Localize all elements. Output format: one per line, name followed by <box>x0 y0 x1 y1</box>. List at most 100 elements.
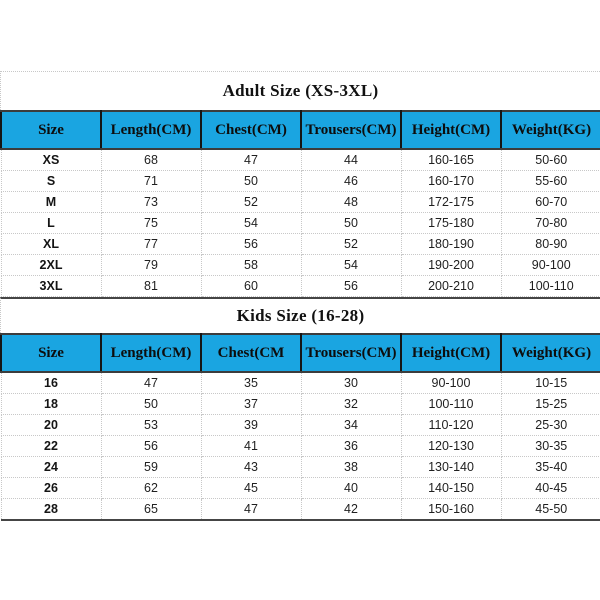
value-cell: 52 <box>201 191 302 213</box>
value-cell: 32 <box>301 393 402 415</box>
value-cell: 41 <box>201 435 302 457</box>
value-cell: 50-60 <box>501 149 600 171</box>
value-cell: 80-90 <box>501 233 600 255</box>
size-cell: 26 <box>0 477 102 499</box>
value-cell: 37 <box>201 393 302 415</box>
value-cell: 46 <box>301 170 402 192</box>
table-row: 20 53 39 34 110-120 25-30 <box>0 414 600 436</box>
column-header: Weight(KG) <box>501 333 600 373</box>
column-header: Length(CM) <box>101 110 202 150</box>
kids-section-title: Kids Size (16-28) <box>0 297 600 333</box>
table-row: 24 59 43 38 130-140 35-40 <box>0 456 600 478</box>
table-row: XL 77 56 52 180-190 80-90 <box>0 233 600 255</box>
column-header: Weight(KG) <box>501 110 600 150</box>
column-header: Chest(CM <box>201 333 302 373</box>
value-cell: 73 <box>101 191 202 213</box>
value-cell: 35-40 <box>501 456 600 478</box>
value-cell: 59 <box>101 456 202 478</box>
size-cell: 24 <box>0 456 102 478</box>
table-row: 3XL 81 60 56 200-210 100-110 <box>0 275 600 297</box>
value-cell: 30 <box>301 372 402 394</box>
value-cell: 38 <box>301 456 402 478</box>
value-cell: 160-170 <box>401 170 502 192</box>
table-row: 26 62 45 40 140-150 40-45 <box>0 477 600 499</box>
value-cell: 30-35 <box>501 435 600 457</box>
table-row: 16 47 35 30 90-100 10-15 <box>0 372 600 394</box>
value-cell: 65 <box>101 498 202 521</box>
table-row: 28 65 47 42 150-160 45-50 <box>0 498 600 521</box>
value-cell: 130-140 <box>401 456 502 478</box>
size-cell: 3XL <box>0 275 102 297</box>
value-cell: 71 <box>101 170 202 192</box>
value-cell: 40 <box>301 477 402 499</box>
column-header: Trousers(CM) <box>301 333 402 373</box>
size-cell: XL <box>0 233 102 255</box>
column-header: Chest(CM) <box>201 110 302 150</box>
header-row: Size Length(CM) Chest(CM) Trousers(CM) Heigh… <box>0 110 600 150</box>
value-cell: 100-110 <box>501 275 600 297</box>
size-cell: S <box>0 170 102 192</box>
value-cell: 47 <box>201 498 302 521</box>
table-row: 18 50 37 32 100-110 15-25 <box>0 393 600 415</box>
value-cell: 56 <box>201 233 302 255</box>
value-cell: 81 <box>101 275 202 297</box>
value-cell: 56 <box>101 435 202 457</box>
table-row: 2XL 79 58 54 190-200 90-100 <box>0 254 600 276</box>
value-cell: 70-80 <box>501 212 600 234</box>
value-cell: 100-110 <box>401 393 502 415</box>
value-cell: 43 <box>201 456 302 478</box>
value-cell: 90-100 <box>501 254 600 276</box>
table-row: M 73 52 48 172-175 60-70 <box>0 191 600 213</box>
value-cell: 47 <box>101 372 202 394</box>
value-cell: 53 <box>101 414 202 436</box>
size-cell: 20 <box>0 414 102 436</box>
value-cell: 77 <box>101 233 202 255</box>
value-cell: 150-160 <box>401 498 502 521</box>
size-cell: M <box>0 191 102 213</box>
column-header: Height(CM) <box>401 333 502 373</box>
value-cell: 45-50 <box>501 498 600 521</box>
value-cell: 140-150 <box>401 477 502 499</box>
value-cell: 10-15 <box>501 372 600 394</box>
table-row: L 75 54 50 175-180 70-80 <box>0 212 600 234</box>
value-cell: 75 <box>101 212 202 234</box>
value-cell: 172-175 <box>401 191 502 213</box>
size-cell: L <box>0 212 102 234</box>
size-cell: XS <box>0 149 102 171</box>
value-cell: 44 <box>301 149 402 171</box>
header-row: Size Length(CM) Chest(CM Trousers(CM) Height… <box>0 333 600 373</box>
value-cell: 47 <box>201 149 302 171</box>
size-cell: 16 <box>0 372 102 394</box>
kids-size-table: Size Length(CM) Chest(CM Trousers(CM) Height… <box>0 333 600 521</box>
adult-size-table: Size Length(CM) Chest(CM) Trousers(CM) Heigh… <box>0 110 600 297</box>
value-cell: 175-180 <box>401 212 502 234</box>
value-cell: 120-130 <box>401 435 502 457</box>
size-cell: 2XL <box>0 254 102 276</box>
value-cell: 34 <box>301 414 402 436</box>
value-cell: 42 <box>301 498 402 521</box>
value-cell: 62 <box>101 477 202 499</box>
value-cell: 190-200 <box>401 254 502 276</box>
value-cell: 56 <box>301 275 402 297</box>
column-header: Size <box>0 333 102 373</box>
value-cell: 79 <box>101 254 202 276</box>
value-cell: 39 <box>201 414 302 436</box>
value-cell: 55-60 <box>501 170 600 192</box>
value-cell: 110-120 <box>401 414 502 436</box>
value-cell: 40-45 <box>501 477 600 499</box>
size-chart: Adult Size (XS-3XL) Size Length(CM) Chest(… <box>0 71 600 521</box>
value-cell: 35 <box>201 372 302 394</box>
kids-size-section: Kids Size (16-28) Size Length(CM) Chest(CM… <box>0 297 600 521</box>
value-cell: 90-100 <box>401 372 502 394</box>
value-cell: 50 <box>301 212 402 234</box>
value-cell: 54 <box>301 254 402 276</box>
value-cell: 15-25 <box>501 393 600 415</box>
adult-size-section: Adult Size (XS-3XL) Size Length(CM) Chest(… <box>0 71 600 297</box>
value-cell: 25-30 <box>501 414 600 436</box>
table-row: 22 56 41 36 120-130 30-35 <box>0 435 600 457</box>
value-cell: 54 <box>201 212 302 234</box>
value-cell: 58 <box>201 254 302 276</box>
value-cell: 50 <box>101 393 202 415</box>
value-cell: 180-190 <box>401 233 502 255</box>
